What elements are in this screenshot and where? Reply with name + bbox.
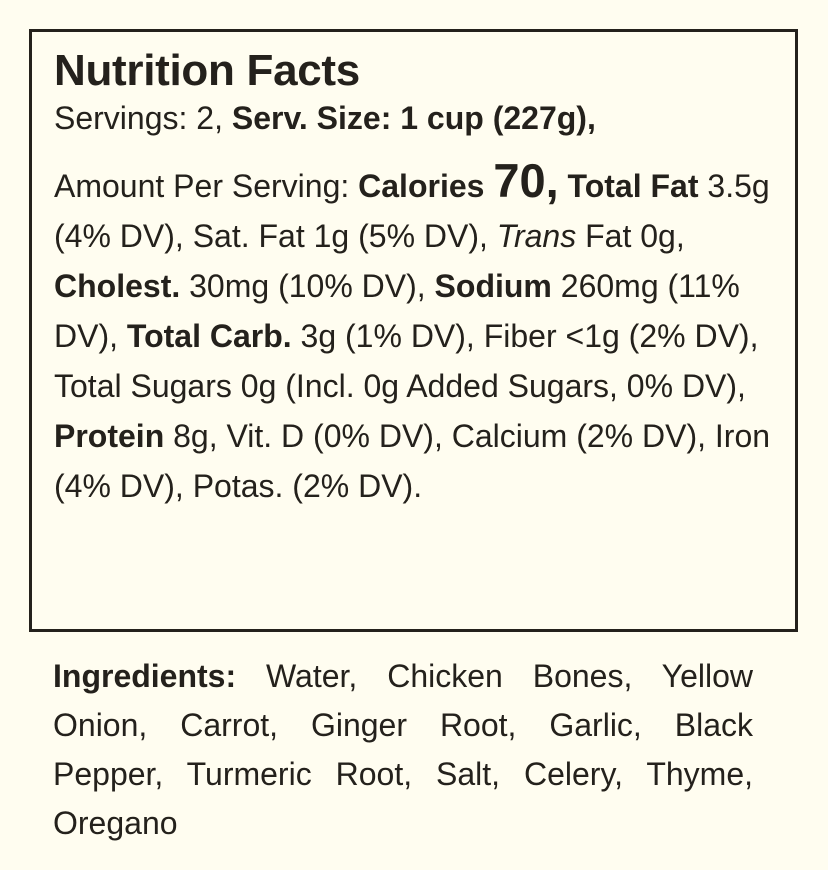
trans-fat-value: Fat 0g, xyxy=(585,218,685,254)
trans-fat-label: Trans xyxy=(496,218,577,254)
total-fat-value: 3.5g (4% DV), xyxy=(54,168,770,254)
ingredients-section: Ingredients: Water, Chicken Bones, Yello… xyxy=(53,652,753,848)
serving-size: Serv. Size: 1 cup (227g), xyxy=(231,100,596,136)
amount-per-serving-label: Amount Per Serving: xyxy=(54,168,350,204)
page-title: Nutrition Facts xyxy=(54,46,360,95)
added-sugars-value: (Incl. 0g Added Sugars, 0% DV), xyxy=(285,368,746,404)
calories-value: 70, xyxy=(493,154,559,207)
protein-value: 8g, xyxy=(173,418,218,454)
cholesterol-value: 30mg (10% DV), xyxy=(189,268,426,304)
sodium-label: Sodium xyxy=(434,268,552,304)
servings-line: Servings: 2, Serv. Size: 1 cup (227g), xyxy=(54,96,775,140)
saturated-fat-value: Sat. Fat 1g (5% DV), xyxy=(192,218,488,254)
total-fat-label: Total Fat xyxy=(567,168,699,204)
total-sugars-value: Total Sugars 0g xyxy=(54,368,277,404)
potassium-value: Potas. (2% DV). xyxy=(192,468,423,504)
ingredients-list: Water, Chicken Bones, Yellow Onion, Carr… xyxy=(53,658,754,841)
iron-value: Iron (4% DV), xyxy=(54,418,771,504)
calcium-value: Calcium (2% DV), xyxy=(451,418,706,454)
servings-count: Servings: 2, xyxy=(54,100,223,136)
dietary-fiber-value: Fiber <1g (2% DV), xyxy=(483,318,759,354)
total-carb-value: 3g (1% DV), xyxy=(300,318,475,354)
ingredients-heading: Ingredients: xyxy=(53,658,237,694)
protein-label: Protein xyxy=(54,418,165,454)
nutrients-paragraph: Amount Per Serving: Calories 70, Total F… xyxy=(54,140,775,511)
nutrition-facts-panel: Nutrition Facts Servings: 2, Serv. Size:… xyxy=(29,29,798,632)
calories-label: Calories xyxy=(358,168,485,204)
cholesterol-label: Cholest. xyxy=(54,268,181,304)
sodium-value: 260mg (11% DV), xyxy=(54,268,740,354)
vitamin-d-value: Vit. D (0% DV), xyxy=(226,418,443,454)
total-carb-label: Total Carb. xyxy=(126,318,292,354)
